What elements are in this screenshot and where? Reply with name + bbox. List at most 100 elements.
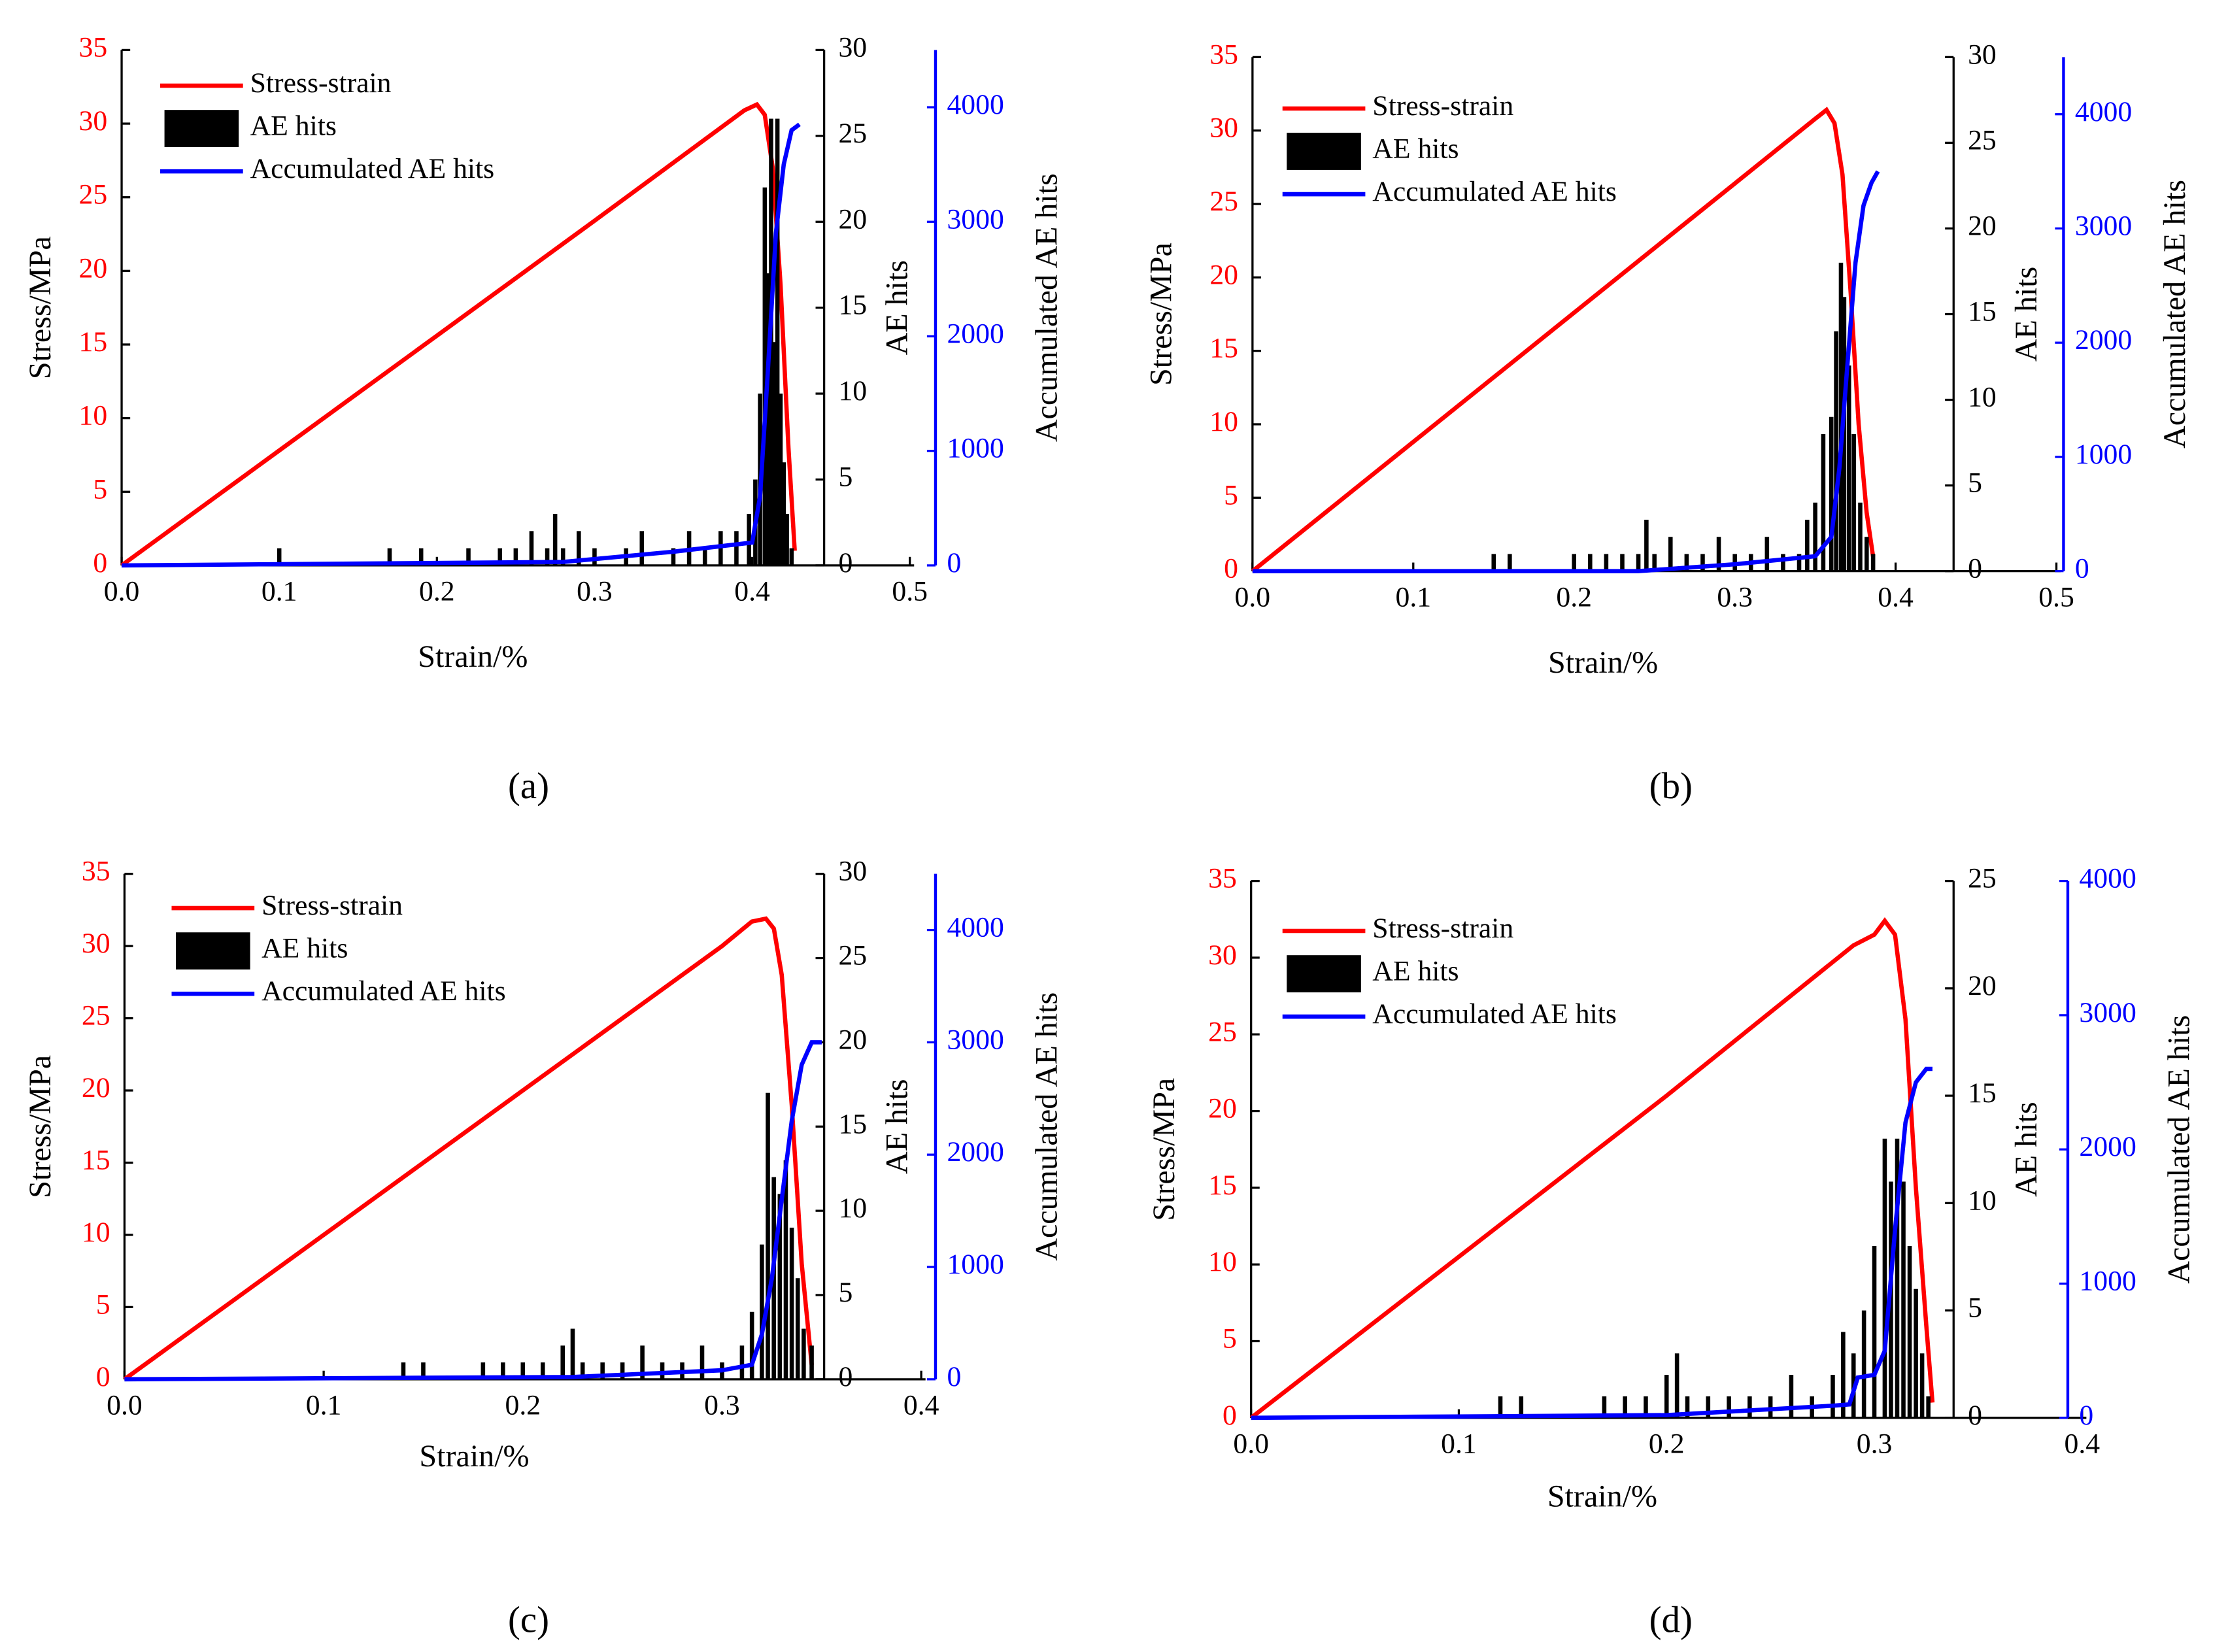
panel: 0.0 0.1 0.2 0.3 0.40510152025303505101520250… — [1147, 863, 2197, 1641]
ae-bar — [1684, 554, 1689, 571]
ae-bar — [620, 1362, 625, 1379]
y-tick-label: 15 — [1208, 1170, 1237, 1201]
y2-tick-label: 5 — [838, 1277, 852, 1308]
ae-bar — [766, 273, 770, 565]
ae-bar — [1620, 554, 1625, 571]
ae-bar — [1664, 1375, 1669, 1418]
x-tick-label: 0.4 — [734, 576, 770, 607]
ae-bar — [401, 1362, 406, 1379]
y-tick-label: 5 — [96, 1289, 110, 1320]
legend-label: AE hits — [1372, 133, 1459, 165]
x-axis-label: Strain/% — [1547, 1479, 1657, 1513]
ae-bar — [762, 187, 768, 565]
ae-bar — [577, 531, 581, 565]
ae-bar — [466, 548, 471, 565]
ae-bar — [778, 394, 783, 565]
series-line — [1252, 170, 1880, 573]
ae-bar — [498, 548, 503, 565]
ae-bar — [1901, 1181, 1906, 1418]
ae-bar — [640, 1345, 645, 1379]
y-axis-label: Stress/MPa — [23, 1055, 58, 1198]
ae-bar — [1858, 502, 1863, 571]
ae-bar — [1652, 554, 1657, 571]
y-tick-label: 5 — [93, 473, 107, 505]
ae-bar — [552, 514, 558, 565]
y3-tick-label: 4000 — [947, 912, 1004, 943]
series-line — [120, 101, 797, 567]
ae-bar — [639, 531, 645, 565]
ae-bar — [387, 548, 392, 565]
y3-tick-label: 1000 — [2079, 1266, 2136, 1297]
panel-label: (b) — [1649, 766, 1693, 807]
panel: 0.0 0.1 0.2 0.3 0.4 0 5 10 15 20 25 30 35 0 5 10 15 20 25 3… — [23, 856, 1064, 1641]
ae-bar — [1700, 554, 1705, 571]
y-tick-label: 10 — [1208, 1246, 1237, 1277]
ae-bar — [1572, 554, 1576, 571]
ae-bar — [700, 1345, 705, 1379]
y2-axis-label: AE hits — [879, 1079, 914, 1174]
x-tick-label: 0.0 — [104, 576, 140, 607]
y2-axis-label: AE hits — [2009, 267, 2044, 362]
y3-axis-label: Accumulated AE hits — [1030, 992, 1064, 1261]
y2-tick-label: 25 — [838, 118, 867, 149]
x-tick-label: 0.2 — [1556, 581, 1592, 613]
ae-bar — [570, 1328, 575, 1379]
ae-bar — [1674, 1353, 1679, 1418]
ae-bar — [1623, 1396, 1627, 1418]
ae-bar — [1491, 554, 1496, 571]
y2-tick-label: 10 — [1968, 382, 1997, 413]
ae-bar — [277, 548, 282, 565]
series-line — [1249, 917, 1935, 1420]
y2-axis-label: AE hits — [2009, 1102, 2044, 1196]
ae-bar — [1805, 520, 1810, 571]
ae-bar — [1716, 537, 1721, 571]
ae-bar — [1834, 331, 1838, 571]
y-axis-label: Stress/MPa — [1147, 1078, 1181, 1221]
ae-bar — [760, 1244, 764, 1379]
legend-label: Accumulated AE hits — [262, 975, 506, 1007]
y3-axis-label: Accumulated AE hits — [1030, 173, 1064, 442]
x-tick-label: 0.4 — [2065, 1428, 2101, 1460]
y3-tick-label: 3000 — [947, 203, 1004, 235]
y3-tick-label: 2000 — [947, 318, 1004, 350]
y3-tick-label: 0 — [2079, 1400, 2093, 1431]
ae-bar — [1926, 1396, 1931, 1418]
ae-bar — [529, 531, 534, 565]
x-axis-label: Strain/% — [419, 1439, 529, 1474]
ae-bar — [421, 1362, 426, 1379]
x-tick-label: 0.1 — [1395, 581, 1431, 613]
ae-bar — [1895, 1138, 1900, 1418]
ae-bar — [747, 514, 752, 565]
panel: 0.0 0.1 0.2 0.3 0.4 0.5 0 5 10 15 20 25 30 35 0 5 10 15 20… — [23, 31, 1064, 806]
x-tick-label: 0.4 — [1878, 581, 1914, 613]
x-tick-label: 0.0 — [1233, 1428, 1269, 1460]
y3-tick-label: 0 — [947, 547, 961, 579]
ae-bar — [1498, 1396, 1503, 1418]
legend-label: Accumulated AE hits — [250, 153, 495, 184]
y-tick-label: 15 — [1209, 333, 1238, 364]
ae-bar — [545, 548, 550, 565]
y-tick-label: 5 — [1223, 1323, 1237, 1355]
ae-bar — [1813, 502, 1817, 571]
y3-tick-label: 4000 — [2075, 96, 2132, 127]
ae-bar — [560, 548, 565, 565]
y-tick-label: 25 — [1208, 1016, 1237, 1047]
x-tick-label: 0.5 — [892, 576, 928, 607]
x-tick-label: 0.2 — [419, 576, 455, 607]
ae-bar — [1508, 554, 1512, 571]
ae-bar — [1519, 1396, 1524, 1418]
y2-axis-label: AE hits — [879, 260, 914, 355]
y2-tick-label: 10 — [838, 1192, 867, 1224]
legend-label: AE hits — [1372, 956, 1459, 987]
legend-label: Stress-strain — [1372, 90, 1513, 122]
y2-tick-label: 20 — [838, 1024, 867, 1055]
y-tick-label: 0 — [96, 1361, 110, 1392]
ae-bar — [1644, 520, 1649, 571]
legend-label: AE hits — [250, 110, 337, 142]
y-tick-label: 0 — [1223, 1400, 1237, 1431]
y2-tick-label: 25 — [1968, 124, 1997, 156]
x-tick-label: 0.3 — [1857, 1428, 1893, 1460]
y2-tick-label: 0 — [838, 547, 852, 579]
ae-bar — [1685, 1396, 1690, 1418]
